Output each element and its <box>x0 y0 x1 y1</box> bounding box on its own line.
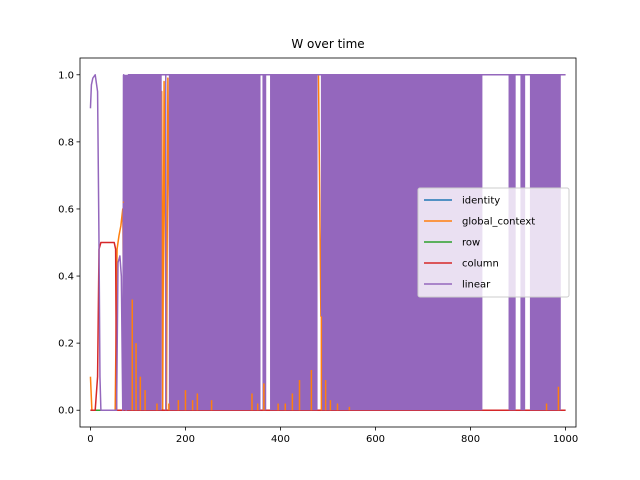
x-tick-label-5: 1000 <box>553 434 578 445</box>
band-linear-0-2 <box>168 74 261 411</box>
y-tick-label-5: 1.0 <box>58 70 74 81</box>
band-linear-0-3 <box>262 74 267 411</box>
x-tick-label-1: 200 <box>176 434 195 445</box>
band-linear-0-4 <box>270 74 318 411</box>
axes: 0 200 400 600 800 1000 0.0 0.2 0.4 0.6 0.8 1.0 <box>58 57 578 445</box>
y-tick-label-4: 0.8 <box>58 137 74 148</box>
axes-frame <box>79 57 577 428</box>
y-tick-label-0: 0.0 <box>58 406 74 417</box>
band-linear-0-0 <box>122 74 162 411</box>
x-tick-label-2: 400 <box>271 434 290 445</box>
y-tick-label-3: 0.6 <box>58 204 74 215</box>
series-line-column <box>90 241 566 411</box>
x-tick-label-3: 600 <box>366 434 385 445</box>
legend-label-row: row <box>462 238 480 249</box>
chart-title: W over time <box>291 37 364 51</box>
legend-box <box>417 187 570 298</box>
band-linear-0-1 <box>165 74 167 411</box>
legend-label-global_context: global_context <box>462 217 535 228</box>
legend-label-linear: linear <box>462 280 491 291</box>
legend-label-identity: identity <box>462 196 500 207</box>
y-tick-label-1: 0.2 <box>58 339 74 350</box>
x-tick-label-0: 0 <box>87 434 93 445</box>
y-tick-label-2: 0.4 <box>58 272 74 283</box>
x-tick-label-4: 800 <box>461 434 480 445</box>
legend-label-column: column <box>462 259 499 270</box>
